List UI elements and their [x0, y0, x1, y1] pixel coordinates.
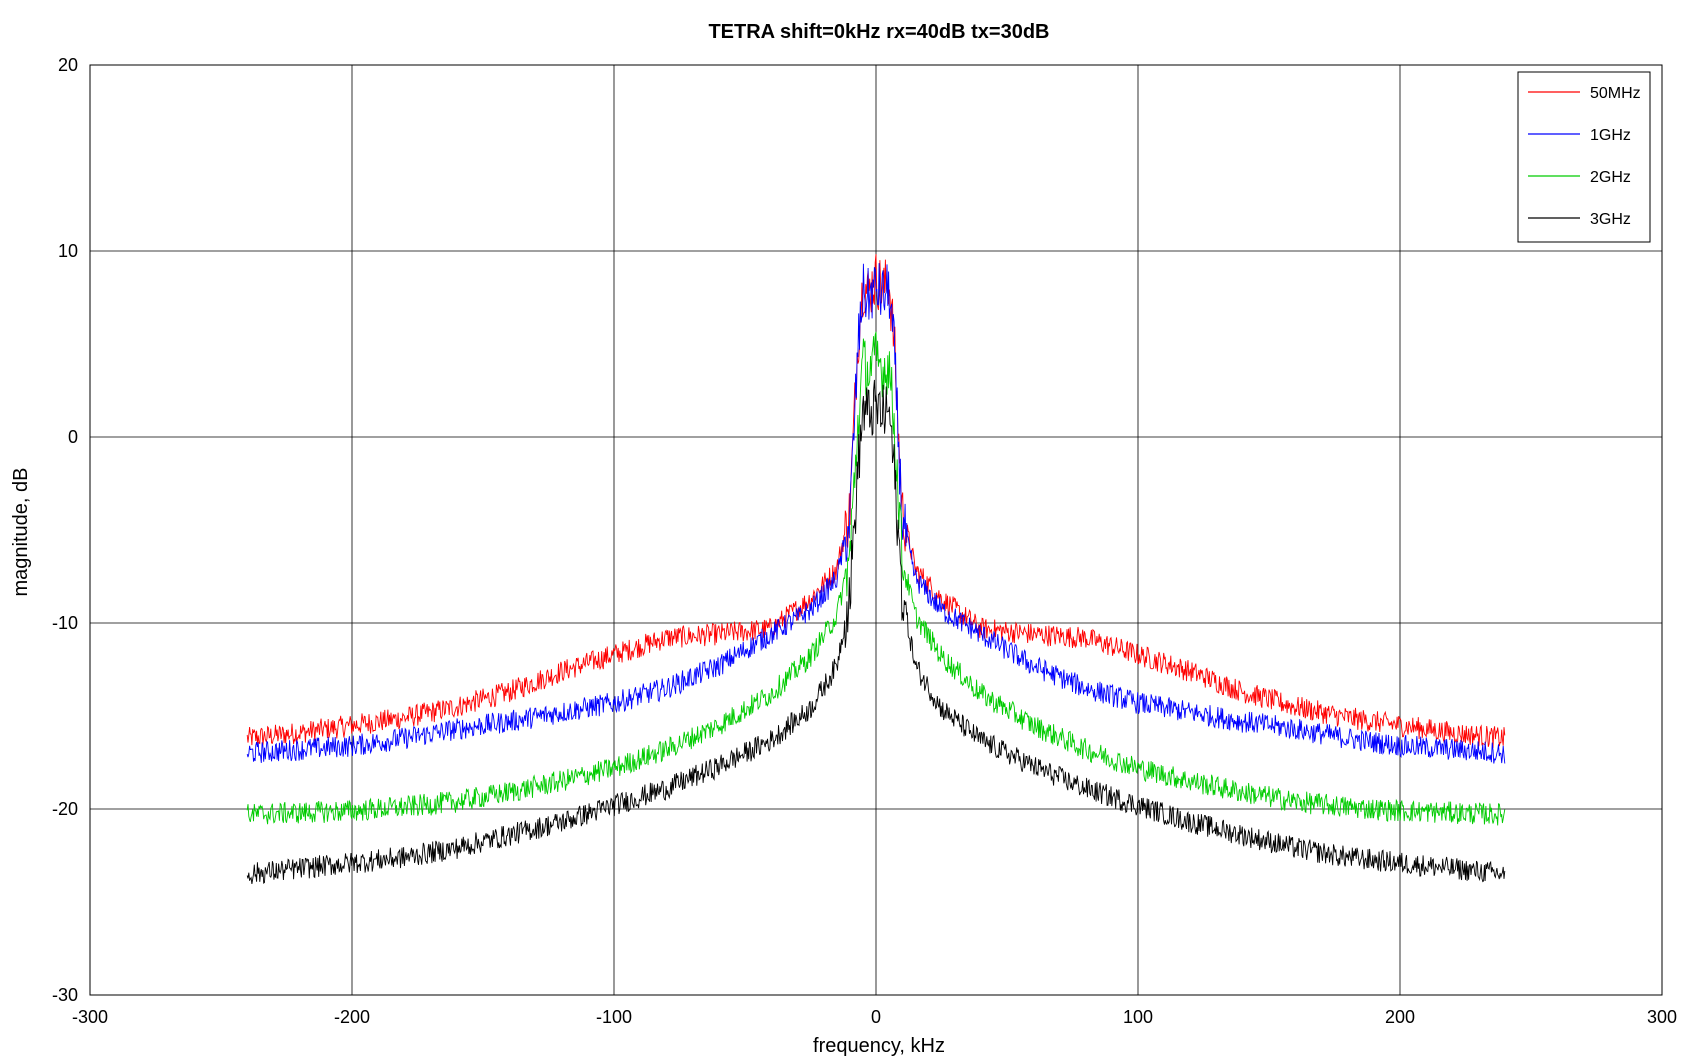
- series-line: [246, 331, 1506, 826]
- legend-label: 3GHz: [1590, 211, 1631, 228]
- legend-label: 2GHz: [1590, 169, 1631, 186]
- series-line: [246, 263, 1506, 764]
- y-axis-label: magnitude, dB: [10, 468, 32, 597]
- x-tick-label: 300: [1647, 1007, 1677, 1027]
- x-tick-label: 100: [1123, 1007, 1153, 1027]
- y-tick-label: 10: [58, 241, 78, 261]
- x-axis-label: frequency, kHz: [813, 1035, 945, 1056]
- y-tick-label: -30: [52, 985, 78, 1005]
- series-line: [246, 379, 1506, 885]
- x-tick-label: -300: [72, 1007, 108, 1027]
- legend-box: [1517, 71, 1651, 243]
- y-tick-label: 20: [58, 55, 78, 75]
- legend: 50MHz 1GHz 2GHz 3GHz: [1517, 71, 1651, 243]
- x-tick-label: 0: [871, 1007, 881, 1027]
- chart-title: TETRA shift=0kHz rx=40dB tx=30dB: [708, 21, 1049, 43]
- series-50MHz: [246, 254, 1506, 748]
- y-tick-label: 0: [68, 427, 78, 447]
- y-tick-label: -20: [52, 799, 78, 819]
- series-lines: [246, 254, 1506, 885]
- series-2GHz: [246, 331, 1506, 826]
- series-3GHz: [246, 379, 1506, 885]
- series-line: [246, 254, 1506, 748]
- plot-frame: [89, 64, 1663, 996]
- legend-label: 1GHz: [1590, 127, 1631, 144]
- series-1GHz: [246, 263, 1506, 764]
- x-tick-label: -200: [334, 1007, 370, 1027]
- legend-label: 50MHz: [1590, 85, 1641, 102]
- y-tick-label: -10: [52, 613, 78, 633]
- x-tick-label: 200: [1385, 1007, 1415, 1027]
- x-tick-label: -100: [596, 1007, 632, 1027]
